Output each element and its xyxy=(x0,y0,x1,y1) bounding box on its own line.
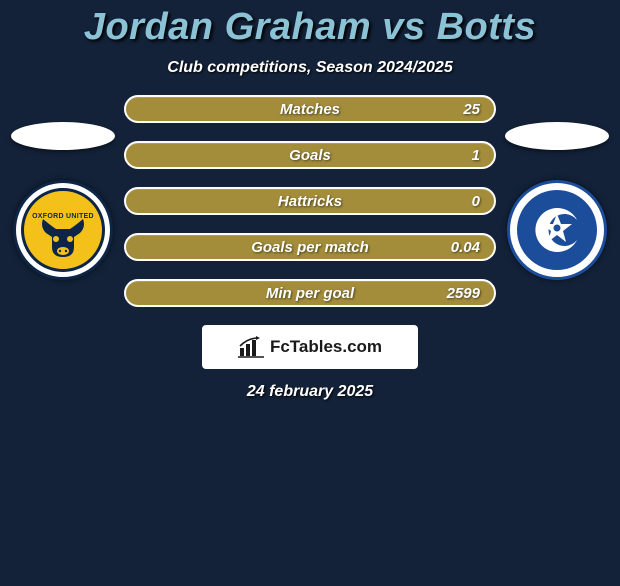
stat-bar-goals-per-match: Goals per match 0.04 xyxy=(124,233,496,261)
stat-label: Matches xyxy=(280,101,340,118)
date-text: 24 february 2025 xyxy=(0,383,620,401)
ox-head-icon xyxy=(38,217,88,259)
right-column xyxy=(502,122,612,280)
stat-value: 2599 xyxy=(447,285,480,302)
stat-value: 0 xyxy=(472,193,480,210)
watermark-text: FcTables.com xyxy=(270,337,382,357)
stat-bar-goals: Goals 1 xyxy=(124,141,496,169)
oxford-united-badge: OXFORD UNITED xyxy=(13,180,113,280)
stat-value: 25 xyxy=(463,101,480,118)
stat-label: Min per goal xyxy=(266,285,354,302)
stat-value: 1 xyxy=(472,147,480,164)
star-crescent-icon xyxy=(527,200,587,260)
oxford-united-badge-inner: OXFORD UNITED xyxy=(21,188,105,272)
stat-bar-hattricks: Hattricks 0 xyxy=(124,187,496,215)
watermark: FcTables.com xyxy=(202,325,418,369)
bar-chart-icon xyxy=(238,336,264,358)
comparison-row: OXFORD UNITED Matches 25 Goals 1 Hattric… xyxy=(0,95,620,307)
left-column: OXFORD UNITED xyxy=(8,122,118,280)
portsmouth-badge xyxy=(507,180,607,280)
page-title: Jordan Graham vs Botts xyxy=(0,6,620,49)
stat-label: Hattricks xyxy=(278,193,342,210)
stat-label: Goals xyxy=(289,147,331,164)
stat-bar-matches: Matches 25 xyxy=(124,95,496,123)
subtitle: Club competitions, Season 2024/2025 xyxy=(0,59,620,77)
stat-label: Goals per match xyxy=(251,239,369,256)
stat-value: 0.04 xyxy=(451,239,480,256)
player-placeholder-right xyxy=(505,122,609,150)
stat-bar-min-per-goal: Min per goal 2599 xyxy=(124,279,496,307)
stat-bars: Matches 25 Goals 1 Hattricks 0 Goals per… xyxy=(118,95,502,307)
player-placeholder-left xyxy=(11,122,115,150)
portsmouth-badge-inner xyxy=(517,190,597,270)
